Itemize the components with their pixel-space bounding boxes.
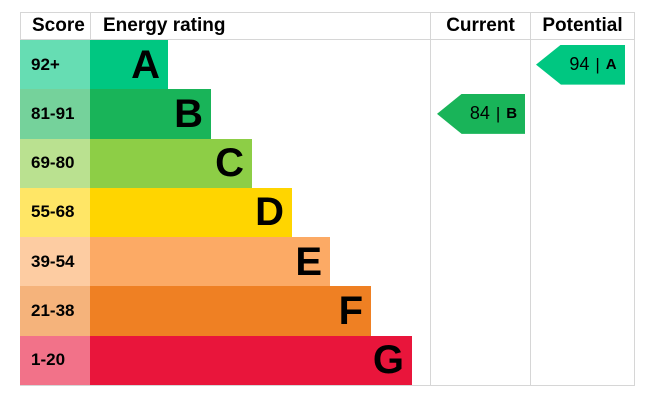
band-bar: D (90, 187, 292, 238)
band-row: 39-54 E (20, 237, 635, 287)
band-score-range: 1-20 (20, 335, 90, 385)
band-bar: C (90, 138, 252, 188)
band-score-range: 21-38 (20, 286, 90, 336)
band-bar-track: F (90, 286, 430, 336)
rating-separator: | (595, 54, 600, 74)
score-column-header: Score (21, 13, 91, 39)
current-column-cell (430, 286, 530, 336)
potential-column-cell (530, 286, 635, 336)
band-bar: E (90, 237, 330, 287)
band-letter: F (338, 289, 363, 334)
current-column-cell (430, 138, 530, 188)
current-column-cell (430, 40, 530, 90)
band-bar: F (90, 286, 371, 336)
band-bar-track: E (90, 237, 430, 287)
band-bar-track: A (90, 40, 430, 90)
current-column-header: Current (431, 13, 531, 39)
band-score-range: 92+ (20, 40, 90, 90)
band-letter: C (215, 141, 244, 186)
band-score-range: 55-68 (20, 187, 90, 238)
band-row: 1-20 G (20, 335, 635, 385)
potential-column-cell (530, 237, 635, 287)
potential-column-header: Potential (542, 15, 623, 36)
band-row: 81-91 B (20, 89, 635, 139)
band-letter: G (372, 338, 404, 383)
current-rating-value: 84 (469, 103, 490, 124)
band-score-range: 69-80 (20, 138, 90, 188)
band-bar: G (90, 335, 412, 385)
band-letter: E (295, 239, 322, 284)
band-row: 21-38 F (20, 286, 635, 336)
band-bar-track: G (90, 335, 430, 385)
potential-column-cell (530, 335, 635, 385)
band-letter: A (131, 42, 160, 87)
band-letter: B (174, 91, 203, 136)
band-bar-track: D (90, 187, 430, 238)
band-rows: 92+ A 81-91 B 69-80 C 55-68 (20, 40, 635, 386)
band-row: 55-68 D (20, 187, 635, 238)
band-bar: A (90, 40, 168, 90)
current-rating-band: B (506, 105, 518, 123)
current-column-cell (430, 187, 530, 238)
energy-rating-column-header: Energy rating (91, 13, 431, 39)
band-bar: B (90, 89, 211, 139)
band-score-range: 81-91 (20, 89, 90, 139)
potential-rating-value: 94 (569, 54, 590, 75)
current-column-cell (430, 89, 530, 139)
band-letter: D (255, 190, 284, 235)
band-bar-track: C (90, 138, 430, 188)
potential-column-cell (530, 138, 635, 188)
current-column-cell (430, 237, 530, 287)
current-column-cell (430, 335, 530, 385)
band-row: 69-80 C (20, 138, 635, 188)
potential-rating-band: A (605, 56, 617, 74)
potential-column-cell (530, 40, 635, 90)
potential-column-cell (530, 89, 635, 139)
potential-column-cell (530, 187, 635, 238)
band-bar-track: B (90, 89, 430, 139)
band-score-range: 39-54 (20, 237, 90, 287)
epc-rating-chart: Score Energy rating Current Potential 92… (20, 12, 635, 387)
rating-separator: | (495, 103, 501, 123)
chart-header-row: Score Energy rating Current Potential (20, 12, 635, 40)
band-row: 92+ A (20, 40, 635, 90)
